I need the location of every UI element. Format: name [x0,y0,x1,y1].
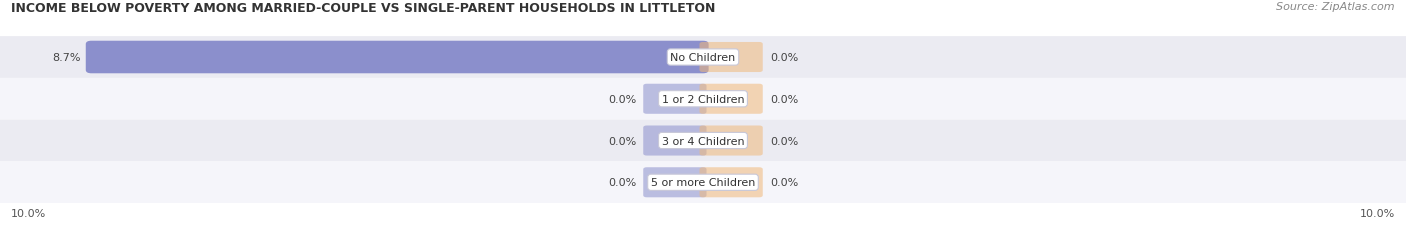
FancyBboxPatch shape [86,42,709,74]
Text: 0.0%: 0.0% [770,53,799,63]
Text: 3 or 4 Children: 3 or 4 Children [662,136,744,146]
Text: Source: ZipAtlas.com: Source: ZipAtlas.com [1277,2,1395,12]
Text: 8.7%: 8.7% [52,53,82,63]
FancyBboxPatch shape [0,79,1406,120]
Text: No Children: No Children [671,53,735,63]
FancyBboxPatch shape [700,84,762,114]
Text: 1 or 2 Children: 1 or 2 Children [662,94,744,104]
FancyBboxPatch shape [644,84,707,114]
FancyBboxPatch shape [700,43,762,73]
FancyBboxPatch shape [700,126,762,156]
Text: 0.0%: 0.0% [607,136,637,146]
FancyBboxPatch shape [700,167,762,198]
Text: 0.0%: 0.0% [770,177,799,188]
Text: 0.0%: 0.0% [607,94,637,104]
Text: 10.0%: 10.0% [1360,208,1395,218]
Text: 0.0%: 0.0% [770,94,799,104]
FancyBboxPatch shape [0,162,1406,203]
Text: 5 or more Children: 5 or more Children [651,177,755,188]
Text: 0.0%: 0.0% [607,177,637,188]
Text: 0.0%: 0.0% [770,136,799,146]
FancyBboxPatch shape [644,126,707,156]
FancyBboxPatch shape [0,37,1406,79]
Text: INCOME BELOW POVERTY AMONG MARRIED-COUPLE VS SINGLE-PARENT HOUSEHOLDS IN LITTLET: INCOME BELOW POVERTY AMONG MARRIED-COUPL… [11,2,716,15]
FancyBboxPatch shape [0,120,1406,162]
Text: 10.0%: 10.0% [11,208,46,218]
FancyBboxPatch shape [644,167,707,198]
